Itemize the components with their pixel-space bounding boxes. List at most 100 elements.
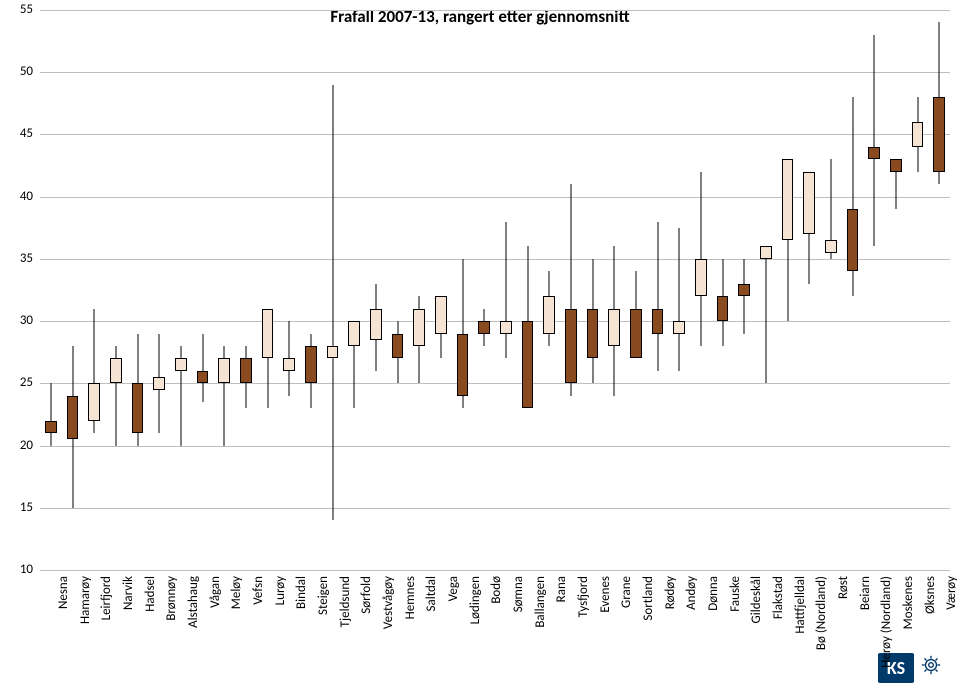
box <box>88 383 100 420</box>
x-tick-label: Dønna <box>706 576 721 611</box>
gridline <box>40 134 950 135</box>
x-tick-label: Narvik <box>121 576 136 610</box>
box <box>760 246 772 258</box>
box <box>543 296 555 333</box>
x-tick-label: Tysfjord <box>576 576 591 617</box>
box <box>218 358 230 383</box>
x-tick-label: Andøy <box>684 576 699 610</box>
x-tick-label: Herøy (Nordland) <box>879 576 894 668</box>
box <box>717 296 729 321</box>
x-tick-label: Bodø <box>489 576 504 604</box>
y-tick-label: 30 <box>5 313 33 328</box>
x-tick-label: Gildeskål <box>749 576 764 623</box>
gridline <box>40 10 950 11</box>
box <box>45 421 57 433</box>
box <box>608 309 620 346</box>
x-tick-label: Lurøy <box>273 576 288 605</box>
x-tick-label: Leirfjord <box>99 576 114 620</box>
box <box>392 334 404 359</box>
box <box>782 159 794 240</box>
x-tick-label: Tjeldsund <box>338 576 353 627</box>
box <box>175 358 187 370</box>
x-tick-label: Hadsel <box>143 576 158 612</box>
x-tick-label: Nesna <box>56 576 71 609</box>
x-tick-label: Alstahaug <box>186 576 201 628</box>
x-tick-label: Sømna <box>511 576 526 612</box>
x-tick-label: Steigen <box>316 576 331 615</box>
y-tick-label: 10 <box>5 562 33 577</box>
y-tick-label: 55 <box>5 2 33 17</box>
x-tick-label: Brønnøy <box>164 576 179 621</box>
y-tick-label: 25 <box>5 375 33 390</box>
plot-area <box>40 10 950 570</box>
box <box>565 309 577 384</box>
box <box>110 358 122 383</box>
box <box>630 309 642 359</box>
y-tick-label: 45 <box>5 126 33 141</box>
x-tick-label: Hamarøy <box>78 576 93 624</box>
x-tick-label: Bindal <box>294 576 309 609</box>
box <box>587 309 599 359</box>
whisker <box>505 222 506 359</box>
x-tick-label: Flakstad <box>771 576 786 619</box>
box <box>738 284 750 296</box>
box <box>933 97 945 172</box>
box <box>803 172 815 234</box>
x-tick-label: Grane <box>619 576 634 608</box>
x-tick-label: Evenes <box>598 576 613 613</box>
box <box>847 209 859 271</box>
x-tick-label: Værøy <box>944 576 959 610</box>
box <box>890 159 902 171</box>
box <box>695 259 707 296</box>
box <box>283 358 295 370</box>
box <box>370 309 382 340</box>
box <box>197 371 209 383</box>
whisker <box>50 383 51 445</box>
whisker <box>765 246 766 383</box>
x-tick-label: Vega <box>446 576 461 601</box>
x-tick-label: Hattfjelldal <box>793 576 808 634</box>
box <box>912 122 924 147</box>
gridline <box>40 508 950 509</box>
box <box>348 321 360 346</box>
whisker <box>202 334 203 402</box>
whisker <box>657 222 658 371</box>
box <box>305 346 317 383</box>
whisker <box>874 35 875 247</box>
y-tick-label: 40 <box>5 189 33 204</box>
x-tick-label: Beiarn <box>858 576 873 610</box>
x-tick-label: Øksnes <box>923 576 938 614</box>
y-tick-label: 50 <box>5 64 33 79</box>
x-tick-label: Ballangen <box>533 576 548 628</box>
x-tick-label: Rana <box>554 576 569 602</box>
box <box>500 321 512 333</box>
gridline <box>40 321 950 322</box>
box <box>825 240 837 252</box>
box <box>868 147 880 159</box>
x-tick-label: Vågan <box>208 576 223 608</box>
box <box>673 321 685 333</box>
box <box>652 309 664 334</box>
x-tick-label: Vefsn <box>251 576 266 605</box>
ks-gear-icon <box>920 654 942 682</box>
x-tick-label: Bø (Nordland) <box>814 576 829 650</box>
x-tick-label: Saltdal <box>424 576 439 611</box>
box <box>478 321 490 333</box>
x-tick-label: Røst <box>836 576 851 599</box>
box <box>262 309 274 359</box>
x-tick-label: Vestvågøy <box>381 576 396 629</box>
box <box>522 321 534 408</box>
gridline <box>40 446 950 447</box>
whisker <box>679 228 680 371</box>
y-tick-label: 15 <box>5 500 33 515</box>
box <box>457 334 469 396</box>
x-tick-label: Rødøy <box>663 576 678 609</box>
box <box>435 296 447 333</box>
x-tick-label: Fauske <box>728 576 743 612</box>
x-tick-label: Meløy <box>229 576 244 609</box>
gridline <box>40 383 950 384</box>
gridline <box>40 72 950 73</box>
whisker <box>744 259 745 334</box>
box <box>327 346 339 358</box>
box <box>240 358 252 383</box>
